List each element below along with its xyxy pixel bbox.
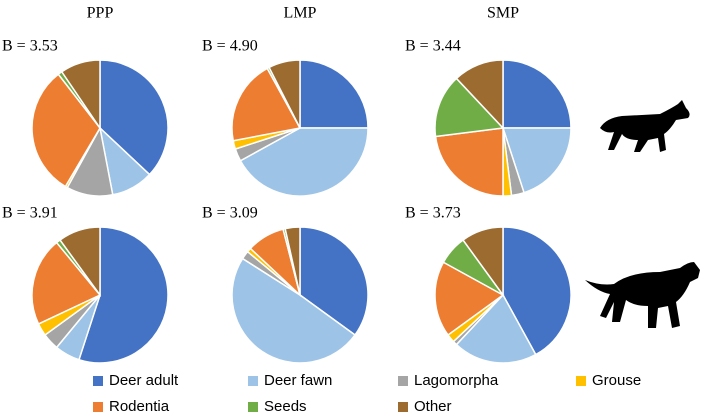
- pie-slice: [299, 59, 369, 129]
- pie-slice: [239, 127, 369, 197]
- pie-slice: [461, 226, 504, 298]
- pie-slice: [299, 226, 369, 337]
- annotation: B = 4.90: [202, 38, 258, 55]
- pie-slice: [78, 226, 169, 364]
- pie-slice: [60, 59, 101, 131]
- annotation: B = 3.09: [202, 205, 258, 222]
- legend-swatch: [248, 376, 258, 386]
- annotation: B = 3.73: [405, 205, 461, 222]
- column-title: PPP: [87, 5, 114, 22]
- annotation: B = 3.91: [2, 205, 58, 222]
- coyote-silhouette: [600, 100, 690, 152]
- pie-slice: [58, 226, 101, 298]
- legend-swatch: [248, 402, 258, 412]
- legend-label: Deer fawn: [264, 372, 332, 389]
- legend-label: Other: [414, 398, 452, 415]
- annotation: B = 3.53: [2, 38, 58, 55]
- pie-slice: [455, 59, 504, 130]
- legend-label: Rodentia: [109, 398, 170, 415]
- pie-slice: [99, 59, 169, 176]
- legend-label: Lagomorpha: [414, 372, 499, 389]
- pie-slice: [434, 127, 504, 197]
- legend-swatch: [576, 376, 586, 386]
- wolf-silhouette: [585, 262, 700, 328]
- column-title: LMP: [284, 5, 317, 22]
- pie-slice: [284, 226, 301, 296]
- annotation: B = 3.44: [405, 38, 461, 55]
- pie-slice: [434, 77, 505, 138]
- legend-label: Deer adult: [109, 372, 179, 389]
- pie-slice: [31, 241, 102, 325]
- legend-swatch: [93, 376, 103, 386]
- legend-label: Grouse: [592, 372, 641, 389]
- pie-slice: [31, 73, 101, 188]
- pie-slice: [502, 59, 572, 129]
- pie-slice: [434, 261, 505, 337]
- pie-slice: [502, 226, 572, 356]
- pie-slice: [268, 59, 301, 129]
- legend-label: Seeds: [264, 398, 307, 415]
- pie-slice: [231, 67, 302, 142]
- legend-swatch: [93, 402, 103, 412]
- legend-swatch: [398, 402, 408, 412]
- column-title: SMP: [487, 5, 519, 22]
- pie-slice: [231, 257, 357, 364]
- pie-slice: [501, 127, 572, 194]
- legend-swatch: [398, 376, 408, 386]
- pie-slice: [455, 293, 537, 364]
